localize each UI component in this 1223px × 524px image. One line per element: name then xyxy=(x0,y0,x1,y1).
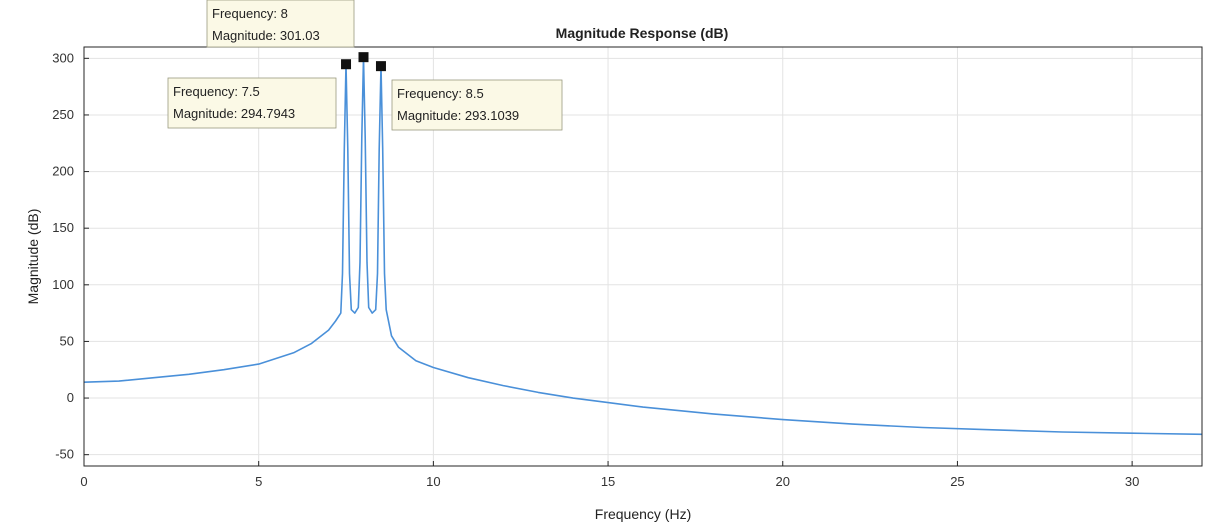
y-tick-label: -50 xyxy=(55,447,74,462)
x-axis-label: Frequency (Hz) xyxy=(595,506,691,522)
datatip-marker xyxy=(341,59,352,70)
y-axis-label: Magnitude (dB) xyxy=(25,209,41,305)
datatip-marker xyxy=(375,61,386,72)
datatip[interactable]: Frequency: 8.5 Magnitude: 293.1039 xyxy=(375,61,563,131)
x-tick-label: 0 xyxy=(80,474,87,489)
axis-ticks: 0 5 10 15 20 25 30 -50 0 50 100 150 200 250 300 xyxy=(52,50,1139,489)
axes-frame xyxy=(83,46,1203,467)
y-tick-label: 100 xyxy=(52,277,74,292)
series-group xyxy=(83,56,1203,436)
datatip[interactable]: Frequency: 7.5 Magnitude: 294.7943 xyxy=(167,59,352,129)
y-tick-label: 250 xyxy=(52,107,74,122)
x-tick-label: 5 xyxy=(255,474,262,489)
x-tick-label: 30 xyxy=(1125,474,1139,489)
magnitude-response-line xyxy=(83,56,1203,436)
x-tick-label: 15 xyxy=(601,474,615,489)
datatip-frequency: Frequency: 8.5 xyxy=(397,86,484,101)
datatip-box xyxy=(206,0,355,48)
y-tick-label: 0 xyxy=(67,390,74,405)
datatip-magnitude: Magnitude: 294.7943 xyxy=(173,106,295,121)
y-tick-label: 150 xyxy=(52,220,74,235)
datatip-marker xyxy=(358,52,369,63)
chart-title: Magnitude Response (dB) xyxy=(556,25,729,41)
datatip-magnitude: Magnitude: 293.1039 xyxy=(397,108,519,123)
datatip-box xyxy=(167,77,337,129)
datatip[interactable]: Frequency: 8 Magnitude: 301.03 xyxy=(206,0,369,63)
grid xyxy=(83,47,1202,466)
x-tick-label: 20 xyxy=(776,474,790,489)
datatip-magnitude: Magnitude: 301.03 xyxy=(212,28,320,43)
x-tick-label: 25 xyxy=(950,474,964,489)
x-tick-label: 10 xyxy=(426,474,440,489)
datatip-box xyxy=(391,79,563,131)
datatip-frequency: Frequency: 7.5 xyxy=(173,84,260,99)
y-tick-label: 50 xyxy=(60,333,74,348)
datatip-frequency: Frequency: 8 xyxy=(212,6,288,21)
y-tick-label: 200 xyxy=(52,164,74,179)
y-tick-label: 300 xyxy=(52,50,74,65)
